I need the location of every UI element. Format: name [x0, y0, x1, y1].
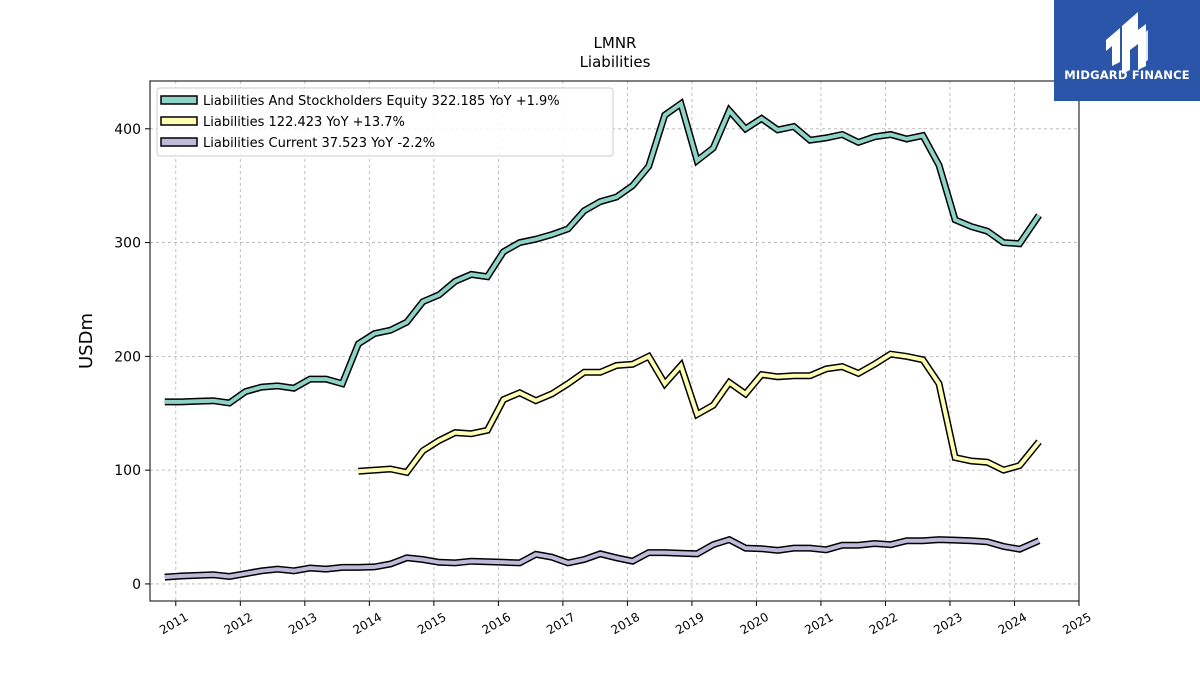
series-lines: [164, 98, 1042, 581]
x-tick-label: 2023: [931, 610, 964, 637]
x-tick-label: 2015: [415, 610, 448, 637]
plot-frame: [149, 80, 1080, 602]
legend-label: Liabilities 122.423 YoY +13.7%: [203, 115, 405, 130]
series-line: [164, 537, 1040, 580]
x-tick-label: 2017: [544, 610, 577, 637]
legend-swatch: [160, 95, 198, 105]
y-tick-label: 300: [114, 236, 141, 252]
legend-swatch: [160, 137, 198, 147]
mf-logo-icon: [1106, 12, 1148, 74]
x-tick-label: 2019: [673, 610, 706, 637]
chart-title: LMNR: [594, 34, 637, 52]
legend: Liabilities And Stockholders Equity 322.…: [156, 87, 614, 157]
x-tick-label: 2018: [609, 610, 642, 637]
x-tick-label: 2014: [351, 610, 384, 637]
legend-box: [156, 87, 614, 157]
brand-logo: MIDGARD FINANCE: [1054, 0, 1200, 101]
series-line: [358, 352, 1041, 475]
legend-swatch: [160, 116, 198, 126]
x-tick-label: 2020: [738, 610, 771, 637]
y-tick-label: 0: [132, 577, 141, 593]
series-line: [164, 100, 1041, 406]
chart-subtitle: Liabilities: [580, 53, 651, 71]
brand-name: MIDGARD FINANCE: [1064, 68, 1190, 82]
y-axis-label: USDm: [76, 313, 97, 369]
x-tick-label: 2024: [996, 610, 1029, 637]
x-tick-label: 2016: [480, 610, 513, 637]
x-tick-label: 2021: [802, 610, 835, 637]
x-tick-label: 2022: [867, 610, 900, 637]
y-tick-label: 400: [114, 122, 141, 138]
x-tick-label: 2011: [157, 610, 190, 637]
x-tick-label: 2025: [1060, 610, 1093, 637]
x-tick-label: 2013: [286, 610, 319, 637]
y-tick-label: 100: [114, 463, 141, 479]
legend-label: Liabilities And Stockholders Equity 322.…: [203, 94, 560, 109]
y-tick-label: 200: [114, 349, 141, 365]
x-tick-label: 2012: [222, 610, 255, 637]
grid: [150, 81, 1079, 601]
legend-label: Liabilities Current 37.523 YoY -2.2%: [203, 136, 435, 151]
